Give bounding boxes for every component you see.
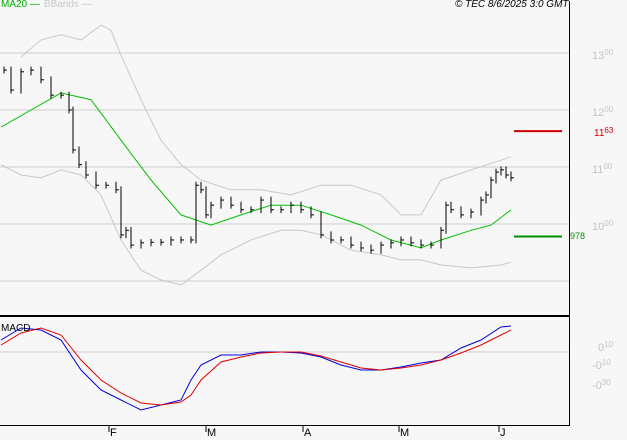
support-label: 978 bbox=[570, 231, 586, 241]
y-tick-label: 1100 bbox=[592, 162, 613, 176]
y-tick-label: 1300 bbox=[592, 48, 614, 62]
legend-ma20: MA20 — bbox=[1, 0, 40, 10]
month-label: M bbox=[207, 427, 217, 439]
macd-tick-label: -010 bbox=[592, 358, 611, 372]
copyright-text: © TEC 8/6/2025 3:0 GMT bbox=[455, 0, 569, 10]
resistance-label: 1163 bbox=[594, 126, 614, 139]
month-label: J bbox=[500, 427, 506, 439]
ma20-line bbox=[0, 92, 512, 249]
macd-line bbox=[0, 325, 512, 411]
macd-tick-label: 010 bbox=[598, 340, 614, 354]
legend: MA20 — BBands — bbox=[1, 0, 92, 10]
signal-line bbox=[0, 327, 512, 406]
month-label: F bbox=[110, 427, 117, 439]
macd-title: MACD bbox=[1, 323, 30, 334]
bband-lower-line bbox=[0, 164, 512, 286]
macd-tick-label: -030 bbox=[592, 378, 611, 392]
legend-bbands: BBands — bbox=[43, 0, 92, 10]
month-label: M bbox=[400, 427, 410, 439]
bband-upper-line bbox=[20, 24, 512, 216]
y-tick-label: 1000 bbox=[592, 219, 614, 233]
month-label: A bbox=[304, 427, 312, 439]
y-tick-label: 1200 bbox=[592, 105, 614, 119]
